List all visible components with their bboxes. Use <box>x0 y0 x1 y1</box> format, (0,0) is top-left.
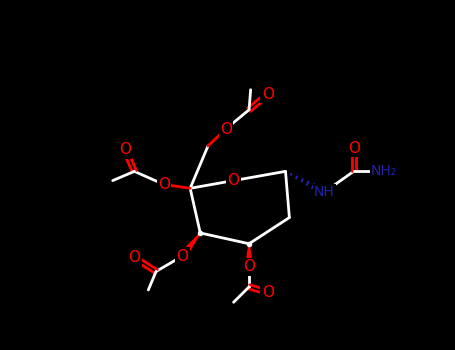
Text: O: O <box>158 177 170 192</box>
Polygon shape <box>180 233 200 258</box>
Text: NH₂: NH₂ <box>371 164 397 178</box>
Text: O: O <box>262 285 273 300</box>
Text: O: O <box>262 87 273 102</box>
Text: O: O <box>128 250 141 265</box>
Text: O: O <box>177 248 188 264</box>
Polygon shape <box>246 244 253 267</box>
Text: NH: NH <box>314 185 334 199</box>
Text: O: O <box>348 141 360 156</box>
Text: O: O <box>243 259 255 274</box>
Text: O: O <box>220 121 232 136</box>
Text: O: O <box>119 142 131 157</box>
Text: O: O <box>228 173 240 188</box>
